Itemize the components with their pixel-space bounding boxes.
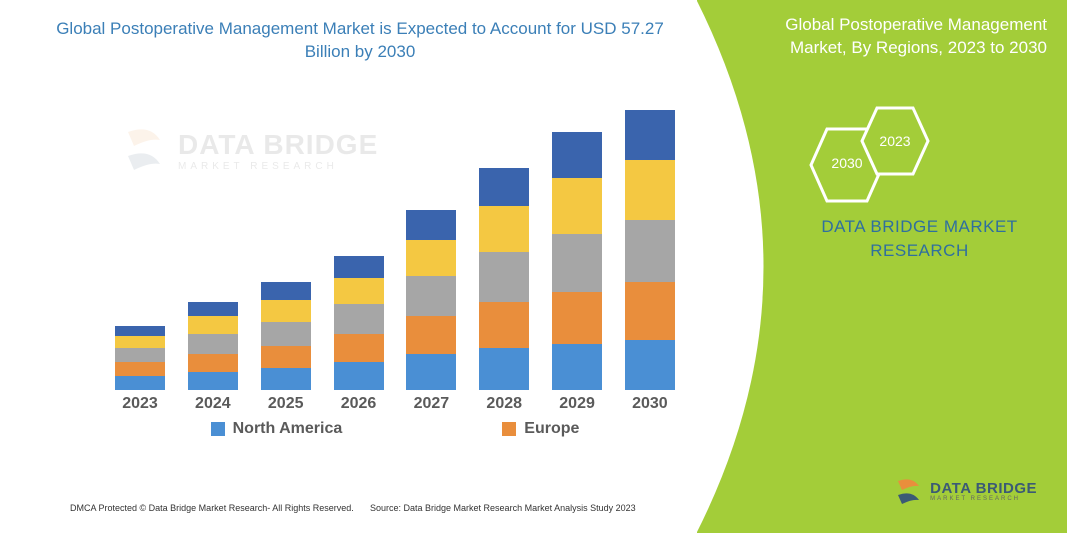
segment-region3 [188, 334, 238, 354]
brand-text: DATA BRIDGE MARKET RESEARCH [792, 215, 1047, 263]
legend-item-north-america: North America [211, 420, 343, 438]
x-axis-labels: 2023 2024 2025 2026 2027 2028 2029 2030 [115, 395, 675, 413]
bar-2028 [479, 168, 529, 390]
bar-2025 [261, 282, 311, 390]
footer-copyright: DMCA Protected © Data Bridge Market Rese… [70, 503, 354, 513]
segment-region4 [406, 240, 456, 276]
bar-2026 [334, 256, 384, 390]
segment-region4 [261, 300, 311, 322]
x-label: 2023 [115, 395, 165, 413]
segment-europe [261, 346, 311, 368]
segment-region3 [115, 348, 165, 362]
bar-2027 [406, 210, 456, 390]
footer-source: Source: Data Bridge Market Research Mark… [370, 503, 636, 513]
segment-region5 [479, 168, 529, 206]
bar-2029 [552, 132, 602, 390]
panel-curve [696, 0, 836, 534]
legend-swatch [211, 422, 225, 436]
segment-region5 [334, 256, 384, 278]
logo-main: DATA BRIDGE [930, 481, 1037, 496]
chart-area [115, 110, 675, 390]
right-panel: Global Postoperative Management Market, … [697, 0, 1067, 533]
x-label: 2028 [479, 395, 529, 413]
segment-region5 [406, 210, 456, 240]
x-label: 2030 [625, 395, 675, 413]
segment-region3 [261, 322, 311, 346]
segment-region5 [261, 282, 311, 300]
segment-region4 [479, 206, 529, 252]
segment-region4 [334, 278, 384, 304]
segment-north-america [115, 376, 165, 390]
segment-region4 [188, 316, 238, 334]
segment-region3 [552, 234, 602, 292]
chart-title: Global Postoperative Management Market i… [0, 0, 720, 64]
segment-region4 [625, 160, 675, 220]
segment-north-america [552, 344, 602, 390]
bar-2024 [188, 302, 238, 390]
segment-europe [115, 362, 165, 376]
segment-region3 [334, 304, 384, 334]
segment-region5 [552, 132, 602, 178]
bar-2023 [115, 326, 165, 390]
x-label: 2029 [552, 395, 602, 413]
segment-europe [479, 302, 529, 348]
segment-region5 [115, 326, 165, 336]
segment-north-america [625, 340, 675, 390]
segment-region3 [406, 276, 456, 316]
segment-europe [188, 354, 238, 372]
segment-europe [552, 292, 602, 344]
segment-region3 [625, 220, 675, 282]
segment-europe [334, 334, 384, 362]
x-label: 2027 [406, 395, 456, 413]
right-title: Global Postoperative Management Market, … [777, 14, 1047, 60]
segment-north-america [406, 354, 456, 390]
legend-item-europe: Europe [502, 420, 579, 438]
segment-region3 [479, 252, 529, 302]
x-label: 2024 [188, 395, 238, 413]
segment-region4 [552, 178, 602, 234]
legend-label: North America [233, 420, 343, 438]
bar-2030 [625, 110, 675, 390]
segment-north-america [188, 372, 238, 390]
logo-bottom-right: DATA BRIDGE MARKET RESEARCH [895, 474, 1037, 508]
x-label: 2026 [334, 395, 384, 413]
legend-label: Europe [524, 420, 579, 438]
segment-region4 [115, 336, 165, 348]
legend-swatch [502, 422, 516, 436]
left-panel: Global Postoperative Management Market i… [0, 0, 720, 533]
segment-north-america [261, 368, 311, 390]
chart-legend: North America Europe [115, 420, 675, 438]
hex-front-label: 2023 [859, 133, 931, 149]
segment-europe [625, 282, 675, 340]
segment-region5 [188, 302, 238, 316]
x-label: 2025 [261, 395, 311, 413]
segment-region5 [625, 110, 675, 160]
segment-north-america [479, 348, 529, 390]
segment-europe [406, 316, 456, 354]
segment-north-america [334, 362, 384, 390]
logo-icon [895, 474, 923, 508]
